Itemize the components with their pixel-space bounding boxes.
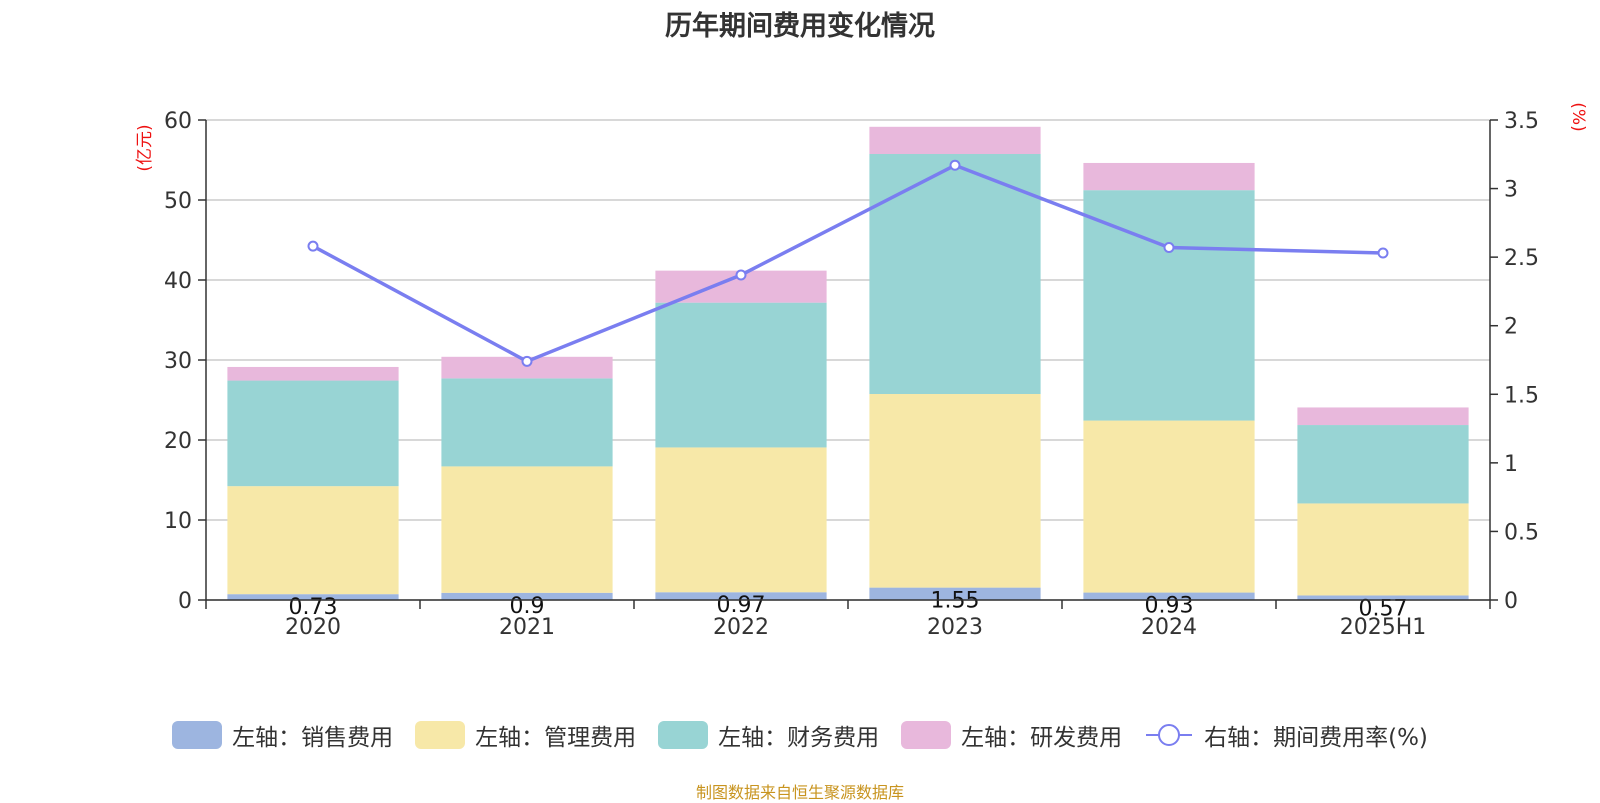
right-axis-tick-label: 1 (1504, 452, 1518, 477)
rate-point (1163, 242, 1175, 254)
left-axis-tick-label: 50 (164, 189, 192, 214)
bar-segment (655, 302, 827, 448)
bar-segment (869, 394, 1041, 588)
legend-item[interactable]: 左轴：管理费用 (415, 718, 636, 752)
bar-segment (1297, 503, 1469, 596)
legend-swatch (172, 721, 223, 749)
rate-point (1377, 247, 1389, 259)
bar-segment (227, 486, 399, 595)
legend-label: 左轴：管理费用 (475, 725, 637, 751)
legend: 左轴：销售费用 左轴：管理费用 左轴：财务费用 左轴：研发费用 右轴：期间费用率(%) (0, 718, 1600, 752)
legend-swatch (901, 721, 952, 749)
rate-point (735, 269, 747, 281)
rate-line (312, 163, 1384, 364)
legend-item[interactable]: 左轴：销售费用 (172, 718, 393, 752)
bar-segment (1083, 592, 1255, 600)
bar-data-label: 0.9 (510, 594, 545, 619)
bar-segment (1297, 595, 1469, 600)
right-axis-tick-label: 3 (1504, 178, 1518, 203)
rate-point (521, 355, 533, 367)
left-axis-tick-label: 0 (178, 589, 192, 614)
bar-segment (1297, 425, 1469, 504)
bar-segment (227, 594, 399, 600)
bar-segment (441, 378, 613, 467)
left-axis-tick-label: 30 (164, 349, 192, 374)
chart-title: 历年期间费用变化情况 (665, 11, 935, 42)
bar-segment (441, 466, 613, 593)
bar-data-label: 1.55 (931, 589, 980, 614)
chart-plot: 0.73 0.9 0.97 1.55 0.93 0.57 010203040506000.… (135, 102, 1588, 640)
bar-segment (227, 380, 399, 487)
bar-segment (1083, 162, 1255, 191)
bar-segment (227, 366, 399, 381)
x-axis-tick-label: 2024 (1141, 615, 1197, 640)
axes: 0 10 20 30 40 50 60 0 0.5 1 1.5 2 2.5 3 3.5 2020 2021 202… (164, 109, 1539, 640)
legend-item[interactable]: 右轴：期间费用率(%) (1144, 718, 1428, 752)
x-axis-tick-label: 2023 (927, 615, 983, 640)
bar-segment (655, 447, 827, 593)
legend-label: 左轴：研发费用 (961, 725, 1123, 751)
left-axis-unit: (亿元) (135, 124, 155, 171)
right-axis-unit: (%) (1568, 102, 1588, 131)
left-axis-tick-label: 60 (164, 109, 192, 134)
legend-swatch (658, 721, 709, 749)
legend-line-swatch (1146, 724, 1193, 746)
legend-swatch (415, 721, 466, 749)
left-axis-tick-label: 10 (164, 509, 192, 534)
bar-segment (869, 126, 1041, 154)
x-axis-tick-label: 2021 (499, 615, 555, 640)
bar-data-label: 0.93 (1145, 594, 1194, 619)
legend-label: 左轴：销售费用 (232, 725, 394, 751)
bar-segment (441, 592, 613, 600)
x-axis-tick-label: 2022 (713, 615, 769, 640)
right-axis-tick-label: 2.5 (1504, 246, 1539, 271)
right-axis-tick-label: 1.5 (1504, 383, 1539, 408)
x-axis-tick-label: 2020 (285, 615, 341, 640)
bar-segment (1083, 420, 1255, 593)
rate-line-series (307, 159, 1389, 367)
bar-series (227, 126, 1469, 600)
rate-point (949, 159, 961, 171)
legend-label: 右轴：期间费用率(%) (1204, 725, 1428, 751)
left-axis-tick-label: 20 (164, 429, 192, 454)
rate-point (307, 240, 319, 252)
right-axis-tick-label: 2 (1504, 315, 1518, 340)
bar-segment (869, 587, 1041, 600)
legend-item[interactable]: 左轴：研发费用 (901, 718, 1122, 752)
legend-label: 左轴：财务费用 (718, 725, 880, 751)
legend-item[interactable]: 左轴：财务费用 (658, 718, 879, 752)
bar-data-label: 0.97 (717, 593, 766, 618)
right-axis-tick-label: 0.5 (1504, 520, 1539, 545)
right-axis-tick-label: 3.5 (1504, 109, 1539, 134)
left-axis-tick-label: 40 (164, 269, 192, 294)
x-axis-tick-label: 2025H1 (1340, 615, 1427, 640)
right-axis-tick-label: 0 (1504, 589, 1518, 614)
bar-segment (1297, 407, 1469, 426)
bar-segment (1083, 190, 1255, 421)
bar-segment (655, 592, 827, 600)
source-note: 制图数据来自恒生聚源数据库 (695, 783, 904, 802)
bar-segment (441, 356, 613, 379)
